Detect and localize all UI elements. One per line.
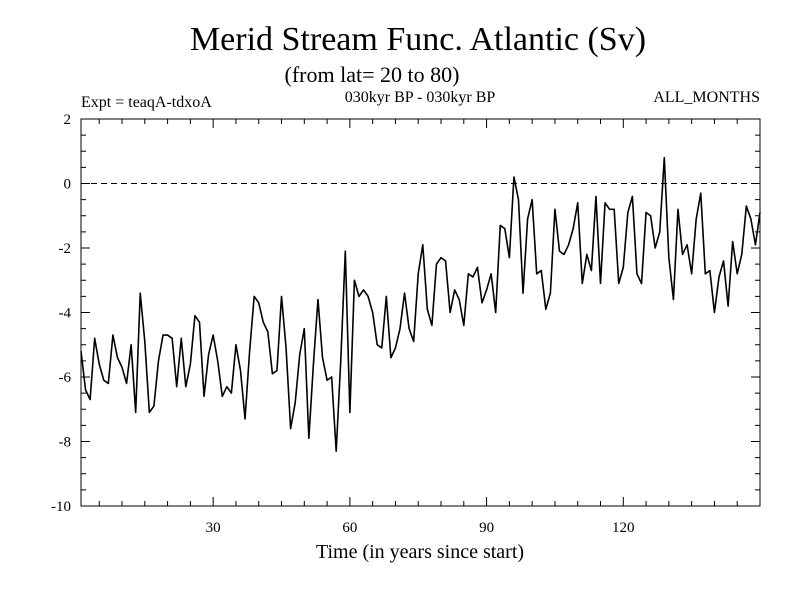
y-axis-ticks: [81, 118, 760, 507]
y-tick-label: -2: [59, 241, 72, 257]
x-axis-label: Time (in years since start): [316, 541, 524, 563]
x-tick-label: 60: [342, 520, 357, 536]
y-tick-label: -8: [59, 435, 72, 451]
chart-subtitle: (from lat= 20 to 80): [285, 62, 460, 87]
y-tick-label: -4: [59, 306, 72, 322]
y-tick-label: 0: [64, 177, 72, 193]
months-label: ALL_MONTHS: [653, 89, 760, 106]
y-tick-label: -6: [59, 370, 72, 386]
x-tick-label: 90: [479, 520, 494, 536]
y-tick-label: 2: [64, 112, 72, 128]
x-tick-label: 30: [206, 520, 221, 536]
chart-title: Merid Stream Func. Atlantic (Sv): [190, 21, 646, 58]
y-tick-label: -10: [51, 499, 71, 515]
series-line: [80, 156, 761, 452]
x-tick-label: 120: [612, 520, 635, 536]
period-label: 030kyr BP - 030kyr BP: [345, 89, 496, 106]
x-axis-tick-labels: 30 60 90 120: [206, 520, 635, 536]
y-axis-tick-labels: 2 0 -2 -4 -6 -8 -10: [51, 112, 71, 515]
plot-frame: [80, 118, 761, 507]
x-axis-ticks: [98, 119, 761, 506]
experiment-label: Expt = teaqA-tdxoA: [81, 94, 212, 111]
